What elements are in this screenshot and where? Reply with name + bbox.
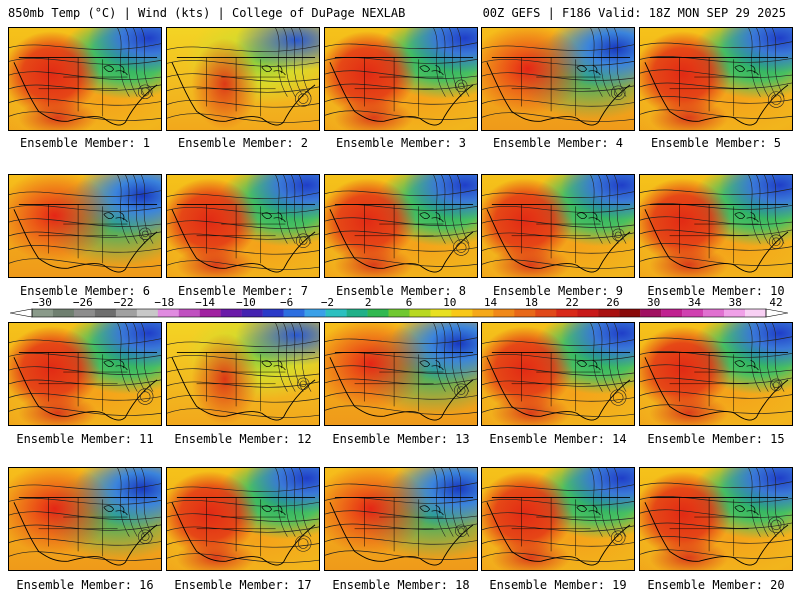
colorbar-tick-label: −14 — [195, 296, 216, 309]
ensemble-member-label: Ensemble Member: 7 — [177, 284, 309, 298]
ensemble-member-label: Ensemble Member: 19 — [489, 578, 627, 592]
ensemble-member-label: Ensemble Member: 15 — [647, 432, 785, 446]
colorbar-swatch — [73, 309, 96, 317]
ensemble-map-panel — [481, 174, 635, 278]
ensemble-map-panel — [481, 27, 635, 131]
ensemble-map-panel — [166, 467, 320, 571]
ensemble-map-panel — [639, 174, 793, 278]
colorbar-tick-label: −26 — [72, 296, 93, 309]
colorbar-swatch — [493, 309, 515, 317]
colorbar-tick-label: 22 — [565, 296, 579, 309]
ensemble-member-label: Ensemble Member: 10 — [647, 284, 785, 298]
colorbar-tick-label: 2 — [364, 296, 372, 309]
ensemble-member-label: Ensemble Member: 5 — [650, 136, 782, 150]
ensemble-map-panel — [8, 27, 162, 131]
colorbar-swatch — [640, 309, 662, 317]
colorbar-swatch — [451, 309, 473, 317]
ensemble-member-label: Ensemble Member: 12 — [174, 432, 312, 446]
ensemble-map-panel — [166, 174, 320, 278]
colorbar-tick-label: −22 — [113, 296, 134, 309]
colorbar-swatch — [157, 309, 179, 317]
ensemble-map-panel — [324, 174, 478, 278]
ensemble-map-panel — [639, 322, 793, 426]
colorbar-tick-label: 30 — [647, 296, 661, 309]
ensemble-member-label: Ensemble Member: 4 — [492, 136, 624, 150]
model-run-info: 00Z GEFS | F186 Valid: 18Z MON SEP 29 20… — [482, 6, 786, 20]
colorbar-swatch — [304, 309, 326, 317]
ensemble-member-label: Ensemble Member: 11 — [16, 432, 154, 446]
ensemble-map-panel — [324, 27, 478, 131]
ensemble-member-label: Ensemble Member: 2 — [177, 136, 309, 150]
colorbar-swatch — [136, 309, 159, 317]
ensemble-map-panel — [639, 467, 793, 571]
ensemble-member-label: Ensemble Member: 14 — [489, 432, 627, 446]
ensemble-member-label: Ensemble Member: 9 — [492, 284, 624, 298]
ensemble-map-panel — [8, 174, 162, 278]
colorbar-tick-label: 42 — [769, 296, 783, 309]
colorbar-tick-label: −30 — [32, 296, 52, 309]
colorbar-swatch — [94, 309, 117, 317]
colorbar-min-arrow — [10, 308, 33, 318]
colorbar-tick-label: −2 — [320, 296, 335, 309]
colorbar-swatch — [598, 309, 620, 317]
colorbar-tick-label: 38 — [728, 296, 742, 309]
ensemble-member-label: Ensemble Member: 3 — [335, 136, 467, 150]
colorbar-swatch — [283, 309, 305, 317]
temperature-colorbar — [10, 308, 788, 318]
colorbar-swatch — [367, 309, 389, 317]
colorbar-swatch — [724, 309, 746, 317]
colorbar-swatch — [262, 309, 284, 317]
chart-title: 850mb Temp (°C) | Wind (kts) | College o… — [8, 6, 406, 20]
colorbar-swatch — [619, 309, 641, 317]
ensemble-map-panel — [481, 322, 635, 426]
colorbar-swatch — [535, 309, 557, 317]
colorbar-swatch — [430, 309, 452, 317]
colorbar-tick-label: −6 — [280, 296, 294, 309]
colorbar-swatch — [577, 309, 599, 317]
colorbar-swatch — [52, 309, 75, 317]
ensemble-member-label: Ensemble Member: 18 — [332, 578, 470, 592]
colorbar-swatch — [514, 309, 536, 317]
colorbar-tick-label: −18 — [154, 296, 175, 309]
colorbar-swatch — [745, 309, 767, 317]
ensemble-map-panel — [166, 27, 320, 131]
colorbar-swatch — [703, 309, 725, 317]
colorbar-tick-label: 6 — [405, 296, 413, 309]
colorbar-swatch — [346, 309, 368, 317]
ensemble-map-panel — [166, 322, 320, 426]
ensemble-member-label: Ensemble Member: 8 — [335, 284, 467, 298]
colorbar-tick-label: 14 — [483, 296, 498, 309]
colorbar-swatch — [241, 309, 263, 317]
ensemble-member-label: Ensemble Member: 16 — [16, 578, 154, 592]
colorbar-swatch — [682, 309, 704, 317]
colorbar-tick-label: 26 — [606, 296, 620, 309]
colorbar-swatch — [115, 309, 138, 317]
colorbar-swatch — [556, 309, 578, 317]
colorbar-max-arrow — [765, 308, 788, 318]
ensemble-map-panel — [481, 467, 635, 571]
colorbar-swatch — [178, 309, 200, 317]
ensemble-member-label: Ensemble Member: 6 — [19, 284, 151, 298]
colorbar-swatch — [220, 309, 242, 317]
ensemble-map-panel — [8, 467, 162, 571]
colorbar-swatch — [388, 309, 410, 317]
ensemble-map-panel — [324, 467, 478, 571]
colorbar-swatch — [325, 309, 347, 317]
ensemble-map-panel — [639, 27, 793, 131]
ensemble-member-label: Ensemble Member: 20 — [647, 578, 785, 592]
ensemble-member-label: Ensemble Member: 1 — [19, 136, 151, 150]
colorbar-swatch — [409, 309, 431, 317]
ensemble-member-label: Ensemble Member: 17 — [174, 578, 312, 592]
colorbar-swatch — [32, 309, 54, 317]
colorbar-tick-label: 10 — [443, 296, 457, 309]
ensemble-member-label: Ensemble Member: 13 — [332, 432, 470, 446]
ensemble-map-panel — [8, 322, 162, 426]
ensemble-map-panel — [324, 322, 478, 426]
colorbar-tick-label: −10 — [235, 296, 256, 309]
colorbar-swatch — [472, 309, 494, 317]
colorbar-tick-label: 34 — [687, 296, 702, 309]
colorbar-swatch — [661, 309, 683, 317]
colorbar-tick-label: 18 — [524, 296, 538, 309]
colorbar-swatch — [199, 309, 221, 317]
